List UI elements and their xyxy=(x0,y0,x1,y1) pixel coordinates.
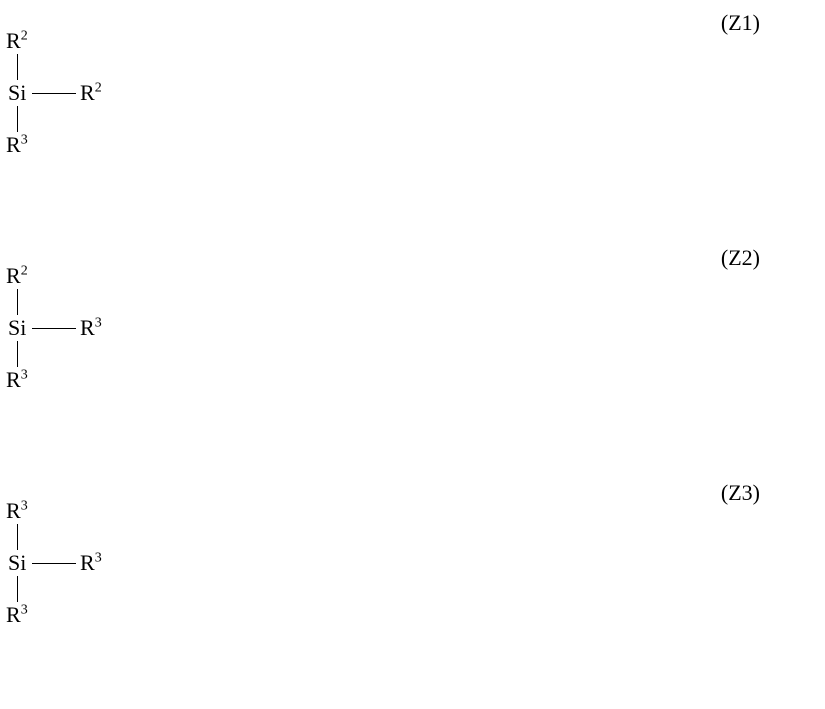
substituent-base: R xyxy=(80,80,95,105)
substituent-base: R xyxy=(6,498,21,523)
bond-vertical-bottom xyxy=(17,106,18,132)
substituent-sup: 3 xyxy=(21,603,28,618)
substituent-sup: 3 xyxy=(95,551,102,566)
substituent-base: R xyxy=(80,550,95,575)
bond-vertical-bottom xyxy=(17,576,18,602)
bond-horizontal-right xyxy=(32,328,76,329)
structure-z1: R2 Si R2 R3 xyxy=(6,30,146,160)
center-atom: Si xyxy=(8,317,26,339)
center-atom: Si xyxy=(8,82,26,104)
substituent-base: R xyxy=(6,132,21,157)
substituent-top: R2 xyxy=(6,265,28,287)
structure-z3: R3 Si R3 R3 xyxy=(6,500,146,630)
substituent-sup: 2 xyxy=(21,264,28,279)
substituent-sup: 3 xyxy=(21,499,28,514)
structure-z2: R2 Si R3 R3 xyxy=(6,265,146,395)
structure-label-z1: (Z1) xyxy=(721,10,760,36)
substituent-bottom: R3 xyxy=(6,604,28,626)
substituent-sup: 2 xyxy=(21,29,28,44)
structure-label-z2: (Z2) xyxy=(721,245,760,271)
substituent-bottom: R3 xyxy=(6,134,28,156)
substituent-sup: 3 xyxy=(95,316,102,331)
substituent-base: R xyxy=(6,602,21,627)
center-atom: Si xyxy=(8,552,26,574)
substituent-sup: 3 xyxy=(21,133,28,148)
substituent-base: R xyxy=(6,28,21,53)
structure-label-z3: (Z3) xyxy=(721,480,760,506)
bond-vertical-top xyxy=(17,54,18,80)
substituent-bottom: R3 xyxy=(6,369,28,391)
bond-horizontal-right xyxy=(32,93,76,94)
substituent-sup: 2 xyxy=(95,81,102,96)
substituent-right: R3 xyxy=(80,317,102,339)
bond-horizontal-right xyxy=(32,563,76,564)
substituent-sup: 3 xyxy=(21,368,28,383)
substituent-top: R3 xyxy=(6,500,28,522)
substituent-base: R xyxy=(6,263,21,288)
substituent-top: R2 xyxy=(6,30,28,52)
bond-vertical-top xyxy=(17,289,18,315)
page: (Z1) R2 Si R2 R3 (Z2) R2 Si xyxy=(0,0,825,709)
substituent-base: R xyxy=(6,367,21,392)
bond-vertical-bottom xyxy=(17,341,18,367)
substituent-right: R2 xyxy=(80,82,102,104)
bond-vertical-top xyxy=(17,524,18,550)
substituent-right: R3 xyxy=(80,552,102,574)
substituent-base: R xyxy=(80,315,95,340)
